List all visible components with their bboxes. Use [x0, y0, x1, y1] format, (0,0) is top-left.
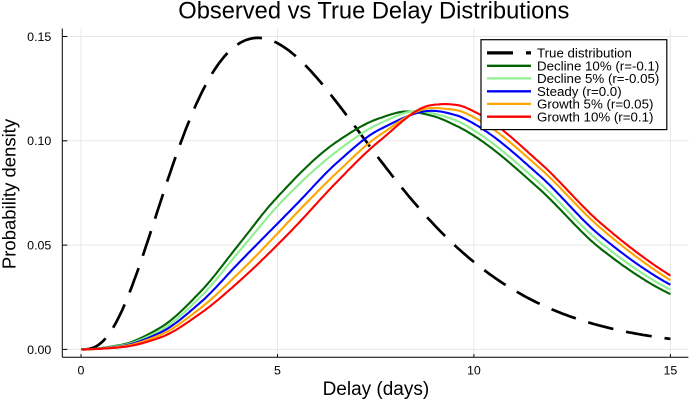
svg-text:Observed vs True Delay Distrib: Observed vs True Delay Distributions — [178, 0, 569, 25]
svg-text:True distribution: True distribution — [537, 46, 632, 61]
svg-text:Delay (days): Delay (days) — [323, 379, 430, 400]
svg-text:Decline 5% (r=-0.05): Decline 5% (r=-0.05) — [537, 71, 659, 86]
svg-text:0.00: 0.00 — [27, 343, 51, 357]
svg-text:Steady (r=0.0): Steady (r=0.0) — [537, 84, 622, 99]
svg-text:0.05: 0.05 — [27, 239, 51, 253]
svg-text:Decline 10% (r=-0.1): Decline 10% (r=-0.1) — [537, 59, 659, 74]
svg-text:Probability density: Probability density — [0, 118, 20, 269]
svg-text:0: 0 — [78, 364, 85, 378]
svg-text:5: 5 — [274, 364, 281, 378]
svg-text:15: 15 — [664, 364, 678, 378]
svg-text:Growth 5% (r=0.05): Growth 5% (r=0.05) — [537, 97, 653, 112]
svg-text:Growth 10% (r=0.1): Growth 10% (r=0.1) — [537, 109, 653, 124]
svg-text:10: 10 — [467, 364, 481, 378]
svg-text:0.15: 0.15 — [27, 30, 51, 44]
svg-text:0.10: 0.10 — [27, 134, 51, 148]
